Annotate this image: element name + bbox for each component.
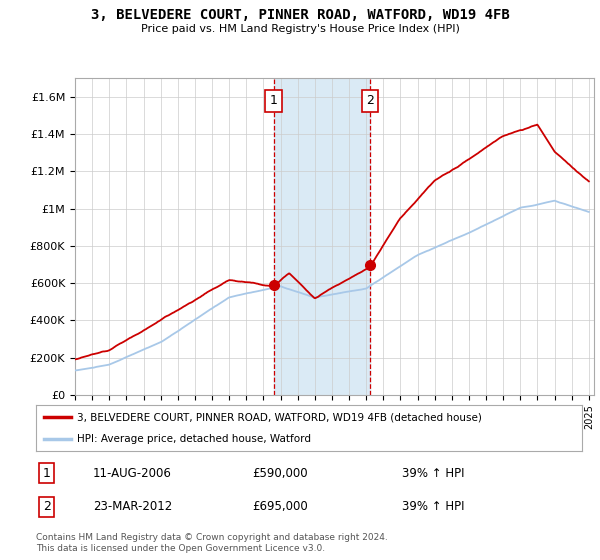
Text: 1: 1	[43, 466, 51, 480]
Text: 2: 2	[366, 94, 374, 107]
Text: 23-MAR-2012: 23-MAR-2012	[93, 500, 172, 514]
Bar	[274, 78, 370, 395]
Text: 2: 2	[43, 500, 51, 514]
Text: 3, BELVEDERE COURT, PINNER ROAD, WATFORD, WD19 4FB: 3, BELVEDERE COURT, PINNER ROAD, WATFORD…	[91, 8, 509, 22]
Text: £695,000: £695,000	[252, 500, 308, 514]
Text: 39% ↑ HPI: 39% ↑ HPI	[402, 500, 464, 514]
Text: 11-AUG-2006: 11-AUG-2006	[93, 466, 172, 480]
Text: 1: 1	[270, 94, 278, 107]
Text: £590,000: £590,000	[252, 466, 308, 480]
Text: HPI: Average price, detached house, Watford: HPI: Average price, detached house, Watf…	[77, 435, 311, 444]
Text: 3, BELVEDERE COURT, PINNER ROAD, WATFORD, WD19 4FB (detached house): 3, BELVEDERE COURT, PINNER ROAD, WATFORD…	[77, 412, 482, 422]
Text: Price paid vs. HM Land Registry's House Price Index (HPI): Price paid vs. HM Land Registry's House …	[140, 24, 460, 34]
Text: 39% ↑ HPI: 39% ↑ HPI	[402, 466, 464, 480]
Text: Contains HM Land Registry data © Crown copyright and database right 2024.
This d: Contains HM Land Registry data © Crown c…	[36, 533, 388, 553]
